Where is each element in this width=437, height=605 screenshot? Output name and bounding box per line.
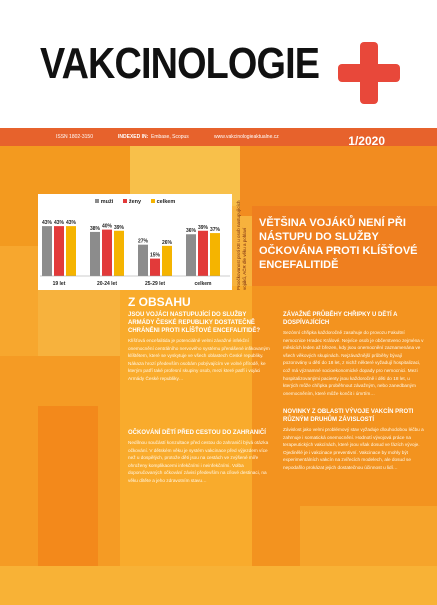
data-label: 43% xyxy=(42,220,53,226)
data-label: 27% xyxy=(138,239,149,245)
article-title: Novinky z oblasti vývoje vakcín proti rů… xyxy=(283,409,414,423)
data-label: 39% xyxy=(198,225,209,231)
bar-chart: muži ženy celkem 43% 43% 43% 19 let 38% 40% 39… xyxy=(38,194,232,290)
data-label: 43% xyxy=(66,220,77,226)
article-2: Očkování dětí před cestou do zahraničí N… xyxy=(128,429,270,485)
issn-text: ISSN 1802-3150 xyxy=(56,134,93,140)
data-label: 37% xyxy=(210,227,221,233)
bar-2-4 xyxy=(198,230,208,276)
bar-1-3 xyxy=(138,244,148,276)
article-4: Novinky z oblasti vývoje vakcín proti rů… xyxy=(283,408,425,472)
article-body: Nedílnou součástí konzultace před cestou… xyxy=(128,440,269,483)
bar-2-2 xyxy=(102,229,112,276)
data-label: 36% xyxy=(186,228,197,234)
article-body: Klíšťová encefalitida je potenciálně vel… xyxy=(128,338,270,381)
bar-3-2 xyxy=(114,230,124,276)
category-label: celkem xyxy=(195,281,213,287)
data-label: 38% xyxy=(90,226,101,232)
contents-heading: Z OBSAHU xyxy=(128,295,191,309)
data-label: 43% xyxy=(54,220,65,226)
bar-1-2 xyxy=(90,231,100,276)
bar-3-3 xyxy=(162,245,172,276)
chart-side-note: Proočkovanost proti KE u osob nastupujíc… xyxy=(236,200,247,290)
article-title: Závažné průběhy chřipky u dětí a dospíva… xyxy=(283,312,398,326)
category-label: 20-24 let xyxy=(97,281,117,287)
data-label: 39% xyxy=(114,225,125,231)
plus-logo-icon xyxy=(338,42,400,104)
article-3: Závažné průběhy chřipky u dětí a dospíva… xyxy=(283,311,425,397)
data-label: 26% xyxy=(162,240,173,246)
chart-legend: muži ženy celkem xyxy=(38,199,232,205)
article-title: Jsou vojáci nastupující do služby Armády… xyxy=(128,312,261,334)
legend-item-muzi: muži xyxy=(94,199,113,205)
cover-headline: Většina vojáků není při nástupu do služb… xyxy=(259,217,418,271)
indexed-value: Embase, Scopus xyxy=(151,134,189,140)
data-label: 40% xyxy=(102,224,113,230)
bar-1-1 xyxy=(42,226,52,276)
website-text: www.vakcinologieaktualne.cz xyxy=(214,134,279,140)
bar-3-1 xyxy=(66,226,76,276)
data-label: 15% xyxy=(150,253,161,259)
legend-item-zeny: ženy xyxy=(122,199,141,205)
bar-3-4 xyxy=(210,233,220,276)
category-label: 19 let xyxy=(53,281,66,287)
legend-item-celkem: celkem xyxy=(150,199,175,205)
masthead: VAKCINOLOGIE xyxy=(0,0,437,128)
bar-1-4 xyxy=(186,234,196,276)
journal-title: VAKCINOLOGIE xyxy=(40,39,320,88)
bar-2-1 xyxy=(54,226,64,276)
article-body: Závislost jako velmi problémový stav vyž… xyxy=(283,427,424,470)
issue-number: 1/2020 xyxy=(348,134,385,148)
indexed-label: INDEXED IN: xyxy=(118,134,149,140)
category-label: 25-29 let xyxy=(145,281,165,287)
bar-2-3 xyxy=(150,258,160,276)
article-title: Očkování dětí před cestou do zahraničí xyxy=(128,430,266,436)
article-body: Sezónní chřipka každoročně zasahuje do p… xyxy=(283,330,424,396)
info-bar: ISSN 1802-3150 INDEXED IN: Embase, Scopu… xyxy=(0,128,437,148)
article-1: Jsou vojáci nastupující do služby Armády… xyxy=(128,311,270,383)
